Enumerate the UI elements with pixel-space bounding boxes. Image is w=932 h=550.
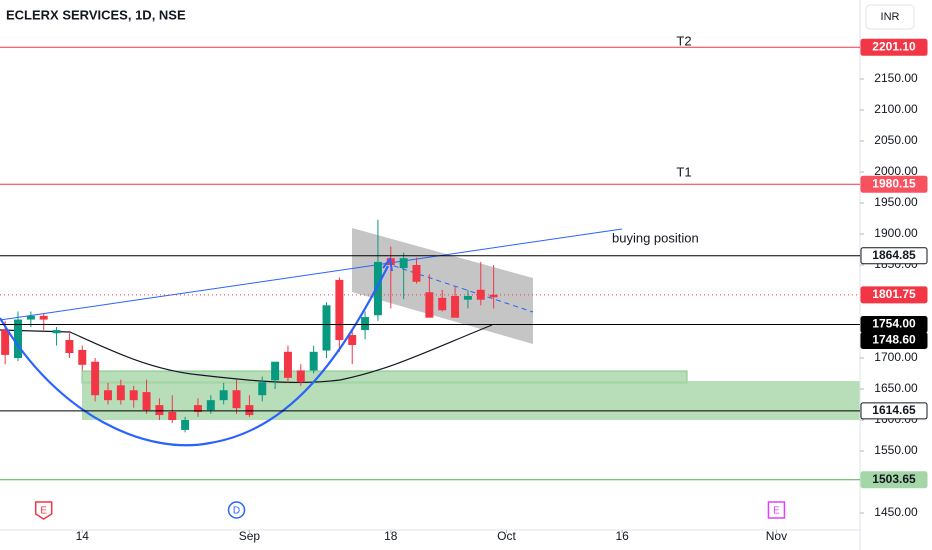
price-label-box bbox=[860, 332, 928, 350]
price-label: 1503.65 bbox=[872, 472, 916, 486]
price-label: 2201.10 bbox=[872, 39, 916, 53]
event-marker bbox=[34, 501, 53, 520]
candle-body bbox=[335, 279, 344, 341]
y-tick-label: 2050.00 bbox=[874, 133, 918, 147]
candle-body bbox=[142, 392, 151, 411]
y-tick-label: 1700.00 bbox=[874, 350, 918, 364]
currency-box[interactable] bbox=[865, 4, 915, 30]
candle-body bbox=[348, 335, 357, 345]
candle-body bbox=[168, 411, 177, 421]
event-marker bbox=[767, 501, 786, 519]
candle-body bbox=[399, 258, 408, 269]
y-tick-label: 2000.00 bbox=[874, 164, 918, 178]
x-tick-label: Sep bbox=[239, 529, 261, 543]
candle-body bbox=[489, 294, 498, 298]
price-label: 1614.65 bbox=[872, 403, 916, 417]
candle-body bbox=[232, 390, 241, 409]
candle-body bbox=[373, 261, 382, 316]
trendline bbox=[0, 228, 623, 321]
event-label: D bbox=[233, 506, 240, 517]
price-label: 1748.60 bbox=[872, 333, 916, 347]
price-label-box bbox=[860, 471, 928, 489]
x-tick-label: Oct bbox=[497, 529, 516, 543]
annotation: T2 bbox=[676, 33, 691, 48]
y-tick-label: 1450.00 bbox=[874, 505, 918, 519]
cup-curve bbox=[0, 265, 389, 447]
candle-body bbox=[181, 420, 190, 430]
y-tick-label: 1550.00 bbox=[874, 443, 918, 457]
y-tick-label: 1950.00 bbox=[874, 195, 918, 209]
currency[interactable]: INR bbox=[881, 11, 900, 23]
candle-body bbox=[463, 296, 472, 300]
candle-body bbox=[193, 405, 202, 412]
event-label: E bbox=[773, 506, 780, 517]
candle-body bbox=[219, 390, 228, 401]
candle-body bbox=[155, 405, 164, 416]
candle-body bbox=[296, 370, 305, 383]
price-label: 1801.75 bbox=[872, 287, 916, 301]
x-tick-label: 14 bbox=[76, 529, 90, 543]
candle-body bbox=[1, 330, 10, 355]
event-marker bbox=[227, 501, 246, 519]
candle-body bbox=[26, 315, 35, 320]
candle-body bbox=[412, 265, 421, 282]
price-label-box bbox=[860, 38, 928, 56]
arrow bbox=[382, 256, 393, 272]
candle-body bbox=[361, 317, 370, 331]
candle-body bbox=[103, 390, 112, 401]
price-label-box bbox=[860, 175, 928, 193]
candle-body bbox=[39, 315, 48, 320]
channel bbox=[352, 228, 533, 344]
y-tick-label: 1900.00 bbox=[874, 226, 918, 240]
price-label: 1864.85 bbox=[872, 248, 916, 262]
candle-body bbox=[258, 382, 267, 396]
y-tick-label: 2100.00 bbox=[874, 102, 918, 116]
event-label: E bbox=[40, 506, 47, 517]
candle-body bbox=[116, 385, 125, 401]
annotation: buying position bbox=[612, 230, 699, 245]
candle-body bbox=[52, 330, 61, 334]
candle-body bbox=[65, 340, 74, 354]
price-label-box bbox=[860, 247, 928, 265]
x-tick-label: 18 bbox=[384, 529, 398, 543]
y-tick-label: 1650.00 bbox=[874, 381, 918, 395]
candle-body bbox=[129, 390, 138, 401]
channel-mid bbox=[384, 262, 534, 313]
candle-body bbox=[245, 405, 254, 416]
price-label: 1980.15 bbox=[872, 176, 916, 190]
candle-body bbox=[206, 400, 215, 411]
price-label-box bbox=[860, 402, 928, 420]
y-tick-label: 2150.00 bbox=[874, 71, 918, 85]
candle-body bbox=[438, 297, 447, 311]
candle-body bbox=[322, 305, 331, 351]
x-tick-label: 16 bbox=[616, 529, 630, 543]
price-label: 1754.00 bbox=[872, 317, 916, 331]
annotation: T1 bbox=[676, 164, 691, 179]
candle-body bbox=[425, 292, 434, 318]
candle-body bbox=[14, 319, 22, 359]
candle-body bbox=[78, 349, 87, 365]
zone bbox=[82, 381, 860, 420]
candle-body bbox=[451, 296, 460, 318]
moving-average bbox=[0, 324, 493, 384]
candle-body bbox=[91, 361, 100, 396]
candle-body bbox=[283, 351, 292, 378]
chart-title: ECLERX SERVICES, 1D, NSE bbox=[6, 7, 186, 22]
candle-body bbox=[309, 351, 318, 371]
candle-body bbox=[271, 361, 280, 381]
price-label-box bbox=[860, 286, 928, 304]
x-tick-label: Nov bbox=[766, 529, 787, 543]
